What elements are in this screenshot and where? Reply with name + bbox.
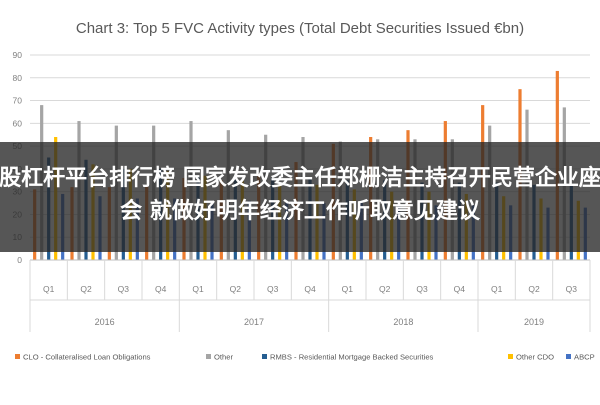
y-tick-label: 90	[13, 50, 23, 60]
group-label: 2017	[244, 317, 264, 327]
legend-label-3: Other CDO	[516, 353, 554, 362]
y-tick-label: 70	[13, 96, 23, 106]
y-tick-label: 80	[13, 73, 23, 83]
x-tick-label: Q1	[192, 284, 204, 294]
x-tick-label: Q3	[416, 284, 428, 294]
x-tick-label: Q4	[155, 284, 167, 294]
legend-label-4: ABCP	[574, 353, 595, 362]
x-tick-label: Q3	[566, 284, 578, 294]
chart-title: Chart 3: Top 5 FVC Activity types (Total…	[76, 20, 524, 37]
group-label: 2018	[393, 317, 413, 327]
legend-swatch-2	[262, 354, 267, 359]
x-tick-label: Q1	[342, 284, 354, 294]
group-label: 2016	[95, 317, 115, 327]
x-tick-label: Q2	[528, 284, 540, 294]
x-tick-label: Q4	[304, 284, 316, 294]
x-tick-label: Q1	[43, 284, 55, 294]
legend-label-0: CLO - Collateralised Loan Obligations	[23, 353, 151, 362]
y-tick-label: 60	[13, 118, 23, 128]
legend-swatch-3	[508, 354, 513, 359]
x-tick-label: Q2	[80, 284, 92, 294]
legend-label-1: Other	[214, 353, 233, 362]
x-tick-label: Q3	[267, 284, 279, 294]
x-tick-label: Q2	[379, 284, 391, 294]
legend-swatch-0	[15, 354, 20, 359]
y-tick-label: 0	[17, 255, 22, 265]
headline-overlay: 炒股杠杆平台排行榜 国家发改委主任郑栅洁主持召开民营企业座谈会 就做好明年经济工…	[0, 142, 600, 252]
legend-swatch-4	[566, 354, 571, 359]
x-tick-label: Q2	[230, 284, 242, 294]
x-tick-label: Q3	[118, 284, 130, 294]
group-label: 2019	[524, 317, 544, 327]
headline-text: 炒股杠杆平台排行榜 国家发改委主任郑栅洁主持召开民营企业座谈会 就做好明年经济工…	[0, 166, 600, 224]
x-tick-label: Q4	[454, 284, 466, 294]
legend-label-2: RMBS - Residential Mortgage Backed Secur…	[270, 353, 434, 362]
x-tick-label: Q1	[491, 284, 503, 294]
legend-swatch-1	[206, 354, 211, 359]
